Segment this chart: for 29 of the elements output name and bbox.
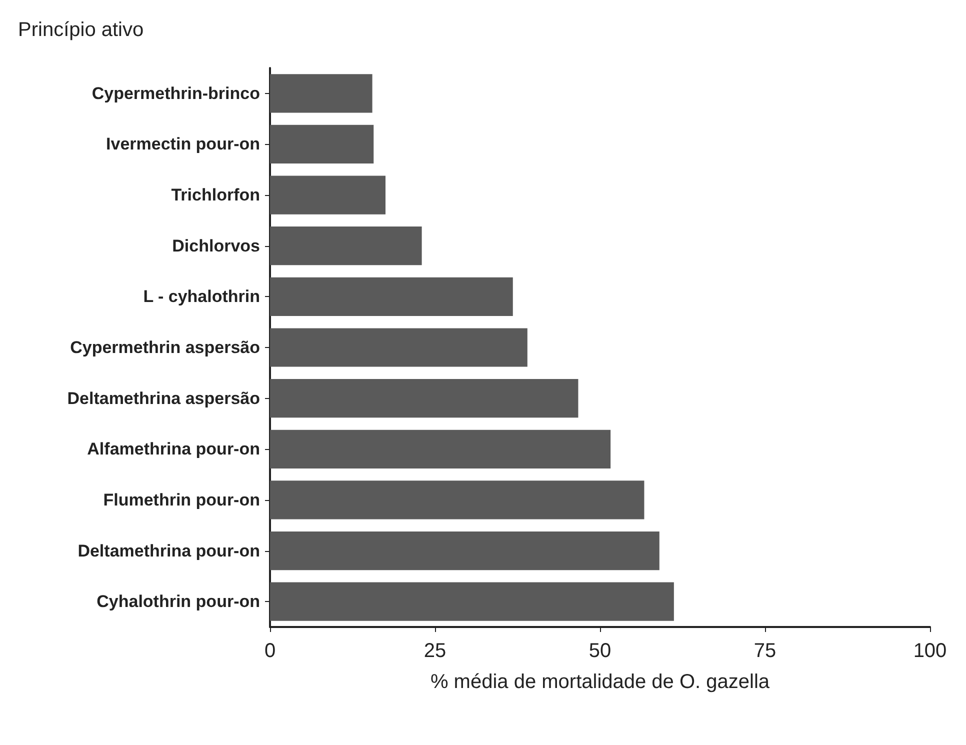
bar	[270, 531, 660, 570]
bar	[270, 74, 372, 113]
bar	[270, 124, 374, 164]
bar	[270, 582, 674, 621]
x-tick-label: 25	[424, 640, 446, 662]
y-tick-label: Cypermethrin aspersão	[70, 338, 260, 357]
x-tick-label: 75	[754, 640, 776, 662]
y-tick-label: Alfamethrina pour-on	[87, 440, 260, 459]
x-axis-title: % média de mortalidade de O. gazella	[430, 671, 770, 693]
bar	[270, 176, 386, 214]
bar	[270, 480, 644, 520]
y-tick-label: Trichlorfon	[171, 186, 260, 205]
x-tick-label: 50	[588, 640, 612, 662]
y-tick-label: Flumethrin pour-on	[103, 490, 260, 510]
y-tick-label: Dichlorvos	[172, 236, 260, 256]
bar	[270, 328, 528, 367]
y-tick-label: L - cyhalothrin	[143, 287, 260, 306]
y-tick-label: Deltamethrina aspersão	[67, 388, 260, 408]
x-tick-label: 0	[264, 640, 276, 662]
y-tick-label: Deltamethrina pour-on	[78, 541, 260, 560]
y-tick-label: Ivermectin pour-on	[106, 134, 260, 154]
bar	[270, 430, 611, 468]
y-tick-label: Cyhalothrin pour-on	[96, 592, 260, 612]
bar	[270, 226, 422, 266]
y-tick-label: Cypermethrin-brinco	[92, 84, 260, 103]
bar	[270, 379, 578, 418]
bar	[270, 277, 513, 316]
y-axis-title: Princípio ativo	[18, 19, 144, 41]
x-tick-label: 100	[913, 640, 947, 662]
